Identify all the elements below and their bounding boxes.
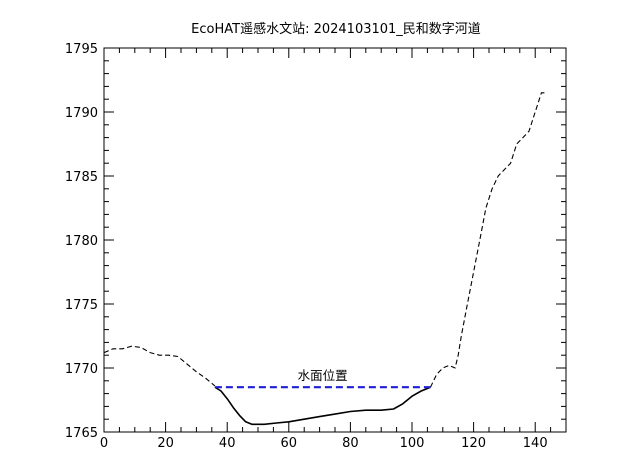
y-tick-label: 1775 — [65, 298, 98, 313]
y-tick-label: 1795 — [65, 42, 98, 57]
water-level-label: 水面位置 — [298, 368, 348, 383]
riverbed-wetted-line — [214, 386, 431, 426]
x-tick-label: 140 — [523, 436, 548, 451]
riverbank-profile-line-0 — [103, 345, 216, 387]
y-tick-label: 1790 — [65, 106, 98, 121]
y-tick-label: 1780 — [65, 234, 98, 249]
x-tick-label: 120 — [461, 436, 486, 451]
series-layer — [103, 92, 545, 426]
x-tick-label: 80 — [342, 436, 359, 451]
axes-layer: 0 20 40 60 80 100 120 140 1765 1770 1775 1780 1785 17… — [65, 42, 567, 451]
y-tick-label: 1770 — [65, 362, 98, 377]
x-tick-label: 20 — [157, 436, 174, 451]
y-tick-label: 1785 — [65, 170, 98, 185]
annotation-layer: 水面位置 — [298, 368, 348, 383]
x-tick-label: 60 — [281, 436, 298, 451]
y-tick-label: 1765 — [65, 426, 98, 441]
riverbank-profile-line-2 — [430, 92, 545, 388]
chart-title: EcoHAT遥感水文站: 2024103101_民和数字河道 — [191, 21, 481, 37]
x-tick-label: 40 — [219, 436, 236, 451]
x-tick-label: 100 — [400, 436, 425, 451]
x-tick-label: 0 — [100, 436, 108, 451]
